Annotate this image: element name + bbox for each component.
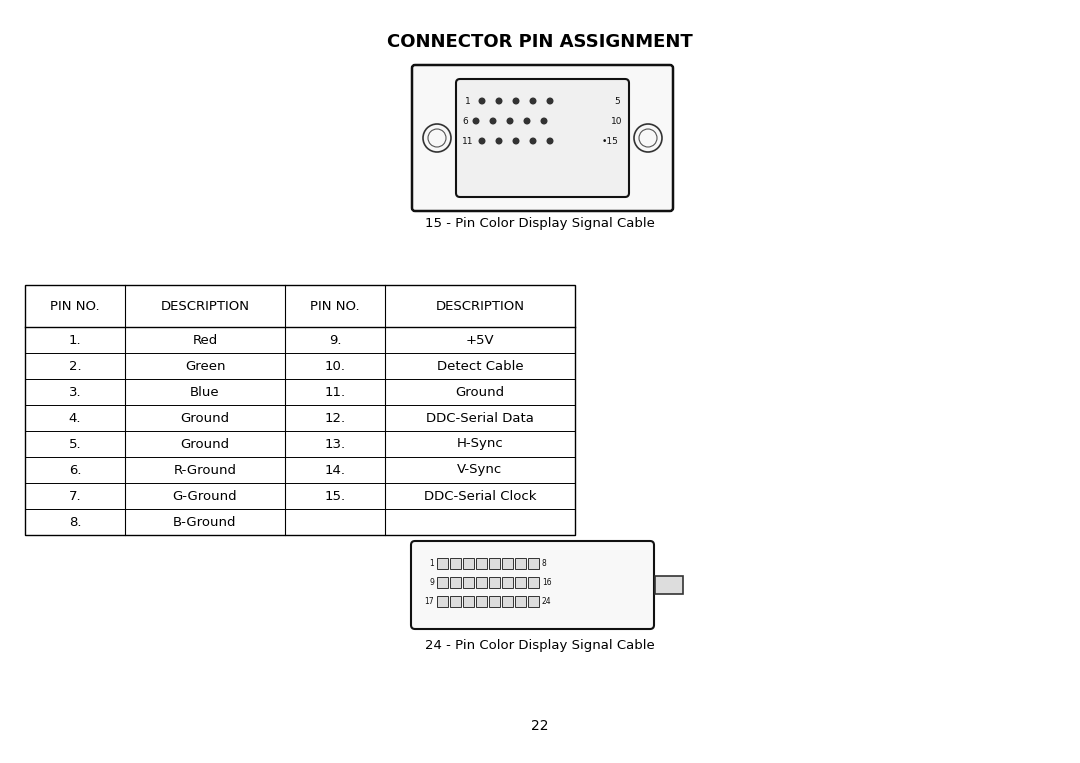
Text: 24: 24: [542, 597, 552, 606]
Text: 9: 9: [429, 578, 434, 587]
Text: 2.: 2.: [69, 359, 81, 372]
Circle shape: [548, 98, 553, 104]
Text: Detect Cable: Detect Cable: [436, 359, 524, 372]
Bar: [437, 558, 448, 569]
Bar: [25, 285, 575, 535]
Circle shape: [548, 138, 553, 143]
Bar: [463, 577, 474, 588]
FancyBboxPatch shape: [411, 65, 673, 211]
Text: 14.: 14.: [324, 463, 346, 477]
Text: CONNECTOR PIN ASSIGNMENT: CONNECTOR PIN ASSIGNMENT: [387, 33, 693, 51]
Circle shape: [496, 138, 502, 143]
Bar: [515, 558, 526, 569]
Bar: [528, 558, 539, 569]
Bar: [502, 577, 513, 588]
Text: +5V: +5V: [465, 333, 495, 346]
Bar: [450, 577, 461, 588]
Circle shape: [634, 124, 662, 152]
Text: 1: 1: [465, 96, 471, 105]
Bar: [515, 596, 526, 607]
Text: 16: 16: [542, 578, 552, 587]
Bar: [437, 596, 448, 607]
Text: 15.: 15.: [324, 490, 346, 503]
Circle shape: [530, 138, 536, 143]
Circle shape: [508, 118, 513, 124]
Text: 9.: 9.: [328, 333, 341, 346]
Circle shape: [490, 118, 496, 124]
Text: 11.: 11.: [324, 385, 346, 398]
Bar: [502, 558, 513, 569]
Text: G-Ground: G-Ground: [173, 490, 238, 503]
Bar: [437, 577, 448, 588]
Text: 7.: 7.: [69, 490, 81, 503]
Text: DESCRIPTION: DESCRIPTION: [161, 300, 249, 313]
Text: V-Sync: V-Sync: [457, 463, 502, 477]
Text: •15: •15: [602, 137, 619, 146]
Bar: [528, 577, 539, 588]
Bar: [502, 596, 513, 607]
Bar: [489, 596, 500, 607]
Bar: [463, 558, 474, 569]
Text: 8: 8: [542, 559, 546, 568]
Text: 17: 17: [424, 597, 434, 606]
Circle shape: [513, 98, 518, 104]
Bar: [489, 577, 500, 588]
Text: 11: 11: [462, 137, 474, 146]
Bar: [515, 577, 526, 588]
Circle shape: [480, 138, 485, 143]
Text: 3.: 3.: [69, 385, 81, 398]
Text: R-Ground: R-Ground: [174, 463, 237, 477]
Text: Ground: Ground: [180, 411, 230, 424]
Text: Ground: Ground: [456, 385, 504, 398]
Text: 1.: 1.: [69, 333, 81, 346]
Bar: [476, 577, 487, 588]
Bar: [476, 558, 487, 569]
Bar: [450, 596, 461, 607]
Circle shape: [513, 138, 518, 143]
Text: 5: 5: [615, 96, 620, 105]
Bar: [528, 596, 539, 607]
Bar: [450, 558, 461, 569]
Text: 24 - Pin Color Display Signal Cable: 24 - Pin Color Display Signal Cable: [426, 639, 654, 652]
Circle shape: [423, 124, 451, 152]
Text: Green: Green: [185, 359, 226, 372]
Text: 22: 22: [531, 719, 549, 733]
Text: 10.: 10.: [324, 359, 346, 372]
Text: PIN NO.: PIN NO.: [50, 300, 99, 313]
FancyBboxPatch shape: [456, 79, 629, 197]
Text: 4.: 4.: [69, 411, 81, 424]
Circle shape: [496, 98, 502, 104]
Text: B-Ground: B-Ground: [173, 516, 237, 529]
Text: 8.: 8.: [69, 516, 81, 529]
Text: 6.: 6.: [69, 463, 81, 477]
Text: DDC-Serial Data: DDC-Serial Data: [427, 411, 534, 424]
FancyBboxPatch shape: [411, 541, 654, 629]
Text: 1: 1: [429, 559, 434, 568]
Circle shape: [524, 118, 530, 124]
Bar: [654, 576, 683, 594]
Text: 13.: 13.: [324, 437, 346, 450]
Circle shape: [541, 118, 546, 124]
Circle shape: [530, 98, 536, 104]
Text: 15 - Pin Color Display Signal Cable: 15 - Pin Color Display Signal Cable: [426, 217, 654, 230]
Text: 10: 10: [611, 117, 623, 125]
Bar: [476, 596, 487, 607]
Bar: [463, 596, 474, 607]
Text: H-Sync: H-Sync: [457, 437, 503, 450]
Text: PIN NO.: PIN NO.: [310, 300, 360, 313]
Text: DDC-Serial Clock: DDC-Serial Clock: [423, 490, 537, 503]
Text: DESCRIPTION: DESCRIPTION: [435, 300, 525, 313]
Text: Ground: Ground: [180, 437, 230, 450]
Circle shape: [480, 98, 485, 104]
Circle shape: [473, 118, 478, 124]
Text: Blue: Blue: [190, 385, 220, 398]
Text: 6: 6: [462, 117, 468, 125]
Text: Red: Red: [192, 333, 218, 346]
Text: 12.: 12.: [324, 411, 346, 424]
Bar: [489, 558, 500, 569]
Text: 5.: 5.: [69, 437, 81, 450]
